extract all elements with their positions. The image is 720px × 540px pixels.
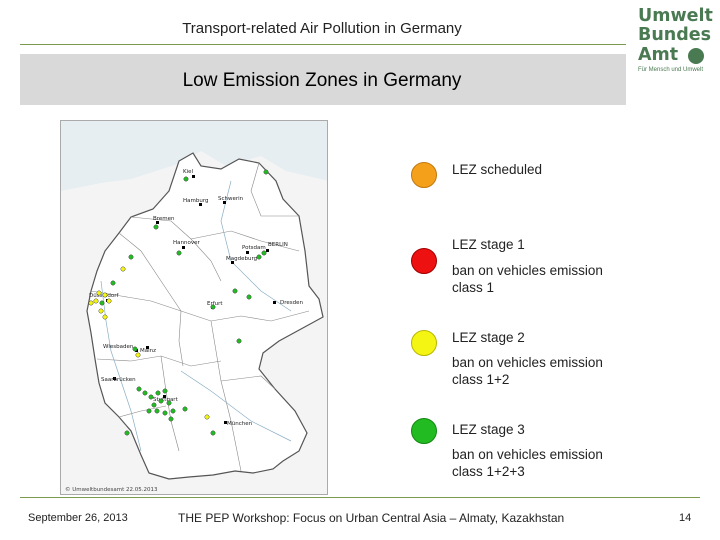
legend-dot-stage1-icon [411,248,437,274]
header-title: Transport-related Air Pollution in Germa… [182,20,462,37]
city-label-schwerin: Schwerin [218,196,244,202]
footer-date: September 26, 2013 [28,512,128,524]
city-label-magdeburg: Magdeburg [226,256,257,262]
germany-outline [86,152,324,480]
state-borders [90,162,310,472]
legend-label-stage1: LEZ stage 1 [452,237,525,252]
city-label-erfurt: Erfurt [207,301,223,307]
logo-line-3: Amt [638,45,679,65]
city-label-stuttgart: Stuttgart [153,397,179,403]
legend-desc-stage1: ban on vehicles emission class 1 [452,263,603,295]
city-label-dresden: Dresden [280,300,303,306]
legend-desc-stage2: ban on vehicles emission class 1+2 [452,355,603,387]
logo-line-2: Bundes [638,25,712,45]
city-label-berlin: BERLIN [268,242,288,248]
city-label-mainz: Mainz [140,348,156,354]
header-divider [20,44,626,45]
city-label-bremen: Bremen [153,216,175,222]
city-label-hannover: Hannover [173,240,200,246]
legend-dot-stage3-icon [411,418,437,444]
legend-label-stage3: LEZ stage 3 [452,422,525,437]
footer-event: THE PEP Workshop: Focus on Urban Central… [178,511,565,525]
city-label-kiel: Kiel [183,169,194,175]
city-label-potsdam: Potsdam [242,245,266,251]
city-label-muenchen: München [227,421,253,427]
logo-line-1: Umwelt [638,6,713,26]
legend-label-stage2: LEZ stage 2 [452,330,525,345]
germany-lez-map: Kiel Hamburg Schwerin Bremen Hannover BE… [60,120,328,495]
north-sea [61,121,327,191]
legend-desc-stage3: ban on vehicles emission class 1+2+3 [452,447,603,479]
slide-title: Low Emission Zones in Germany [182,70,462,91]
title-banner [20,54,626,105]
city-label-saarbruecken: Saarbrücken [101,377,136,383]
legend-label-scheduled: LEZ scheduled [452,162,543,177]
logo-tagline: Für Mensch und Umwelt [638,67,704,73]
uba-logo: Umwelt Bundes Amt Für Mensch und Umwelt [634,6,714,76]
page-number: 14 [679,512,692,524]
lez-markers [88,169,269,436]
city-label-wiesbaden: Wiesbaden [103,344,134,350]
map-copyright: © Umweltbundesamt 22.05.2013 [65,486,158,493]
city-label-hamburg: Hamburg [183,198,209,204]
legend-dot-scheduled-icon [411,162,437,188]
footer-divider [20,497,700,498]
logo-emblem-icon [688,48,704,64]
legend-dot-stage2-icon [411,330,437,356]
